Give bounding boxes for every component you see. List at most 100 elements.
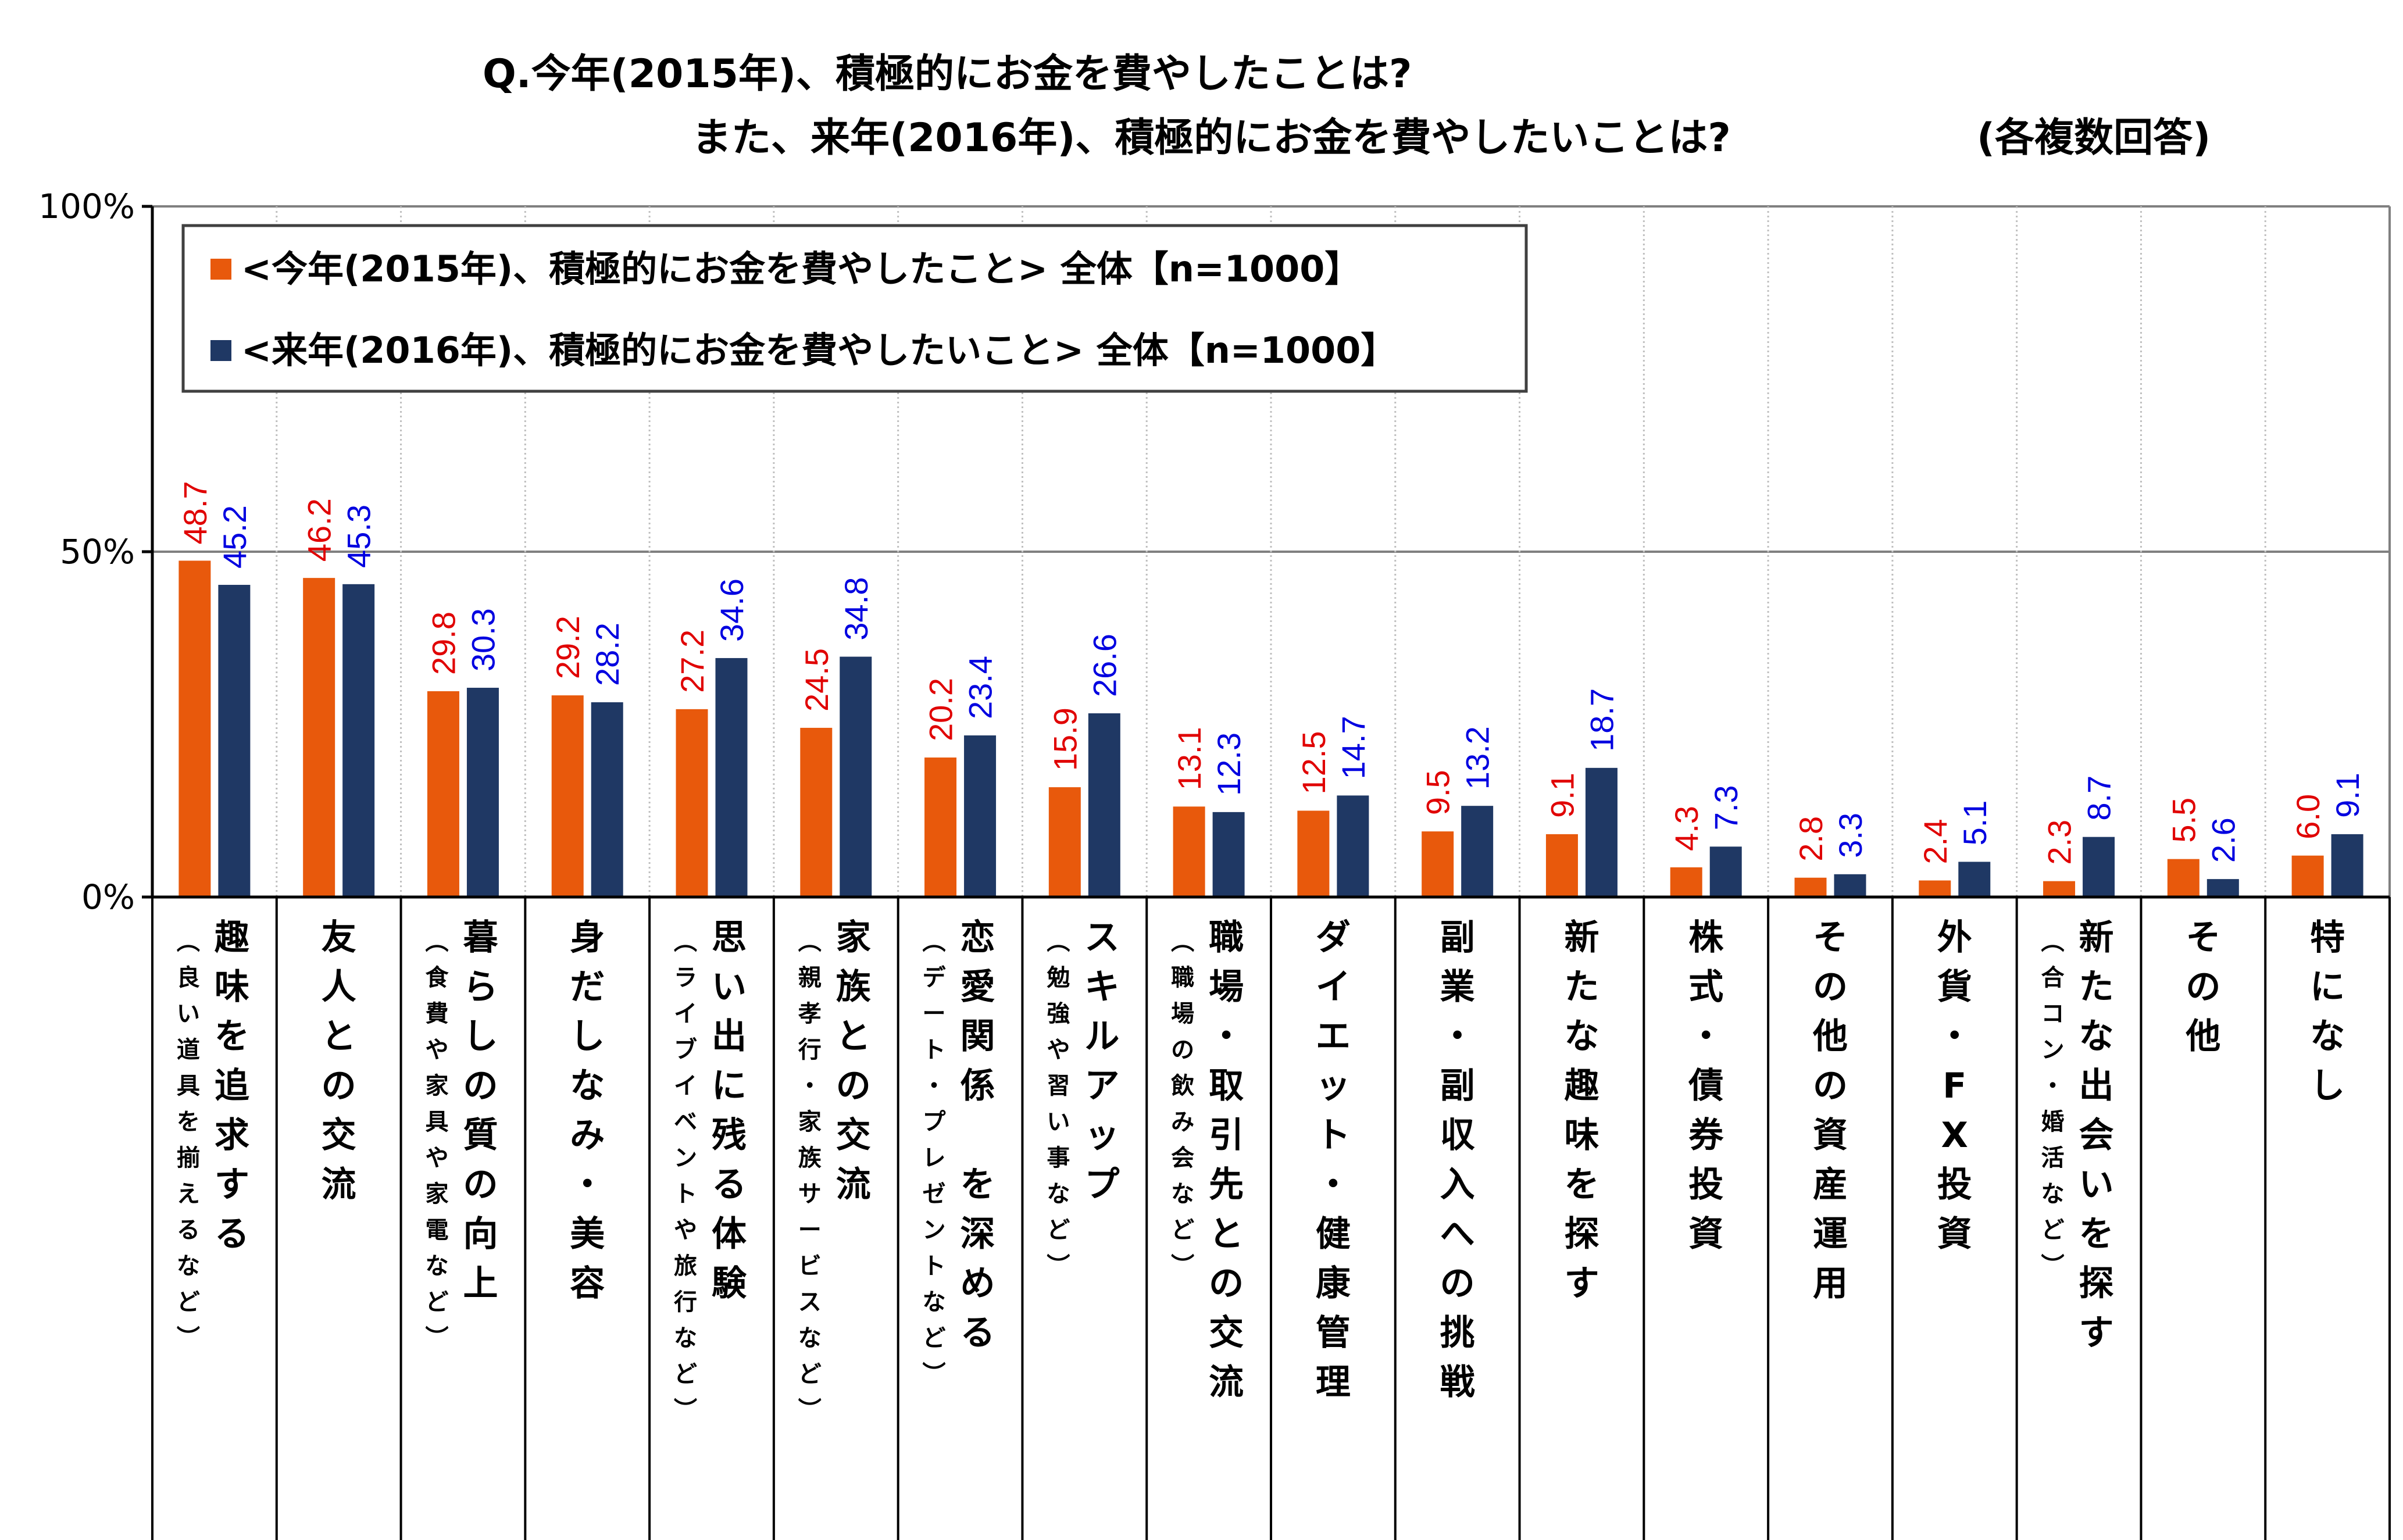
value-label-2016: 8.7 <box>2081 776 2118 821</box>
bar-2015 <box>1794 877 1827 897</box>
bar-2016 <box>1212 812 1245 897</box>
value-label-2015: 29.2 <box>549 616 586 679</box>
category-label: 友人との交流 <box>322 917 356 1205</box>
bar-2015 <box>676 709 708 897</box>
bar-2016 <box>2206 879 2239 897</box>
value-label-2016: 14.7 <box>1335 716 1372 779</box>
value-label-2016: 23.4 <box>962 656 999 719</box>
value-label-2015: 2.3 <box>2041 820 2078 865</box>
value-label-2015: 9.1 <box>1544 773 1580 818</box>
category-sub-label: ︵職場の飲み会など︶ <box>1171 928 1195 1280</box>
bar-2016 <box>218 585 251 897</box>
bar-2016 <box>2331 834 2363 897</box>
bar-2015 <box>2167 859 2200 897</box>
bar-2016 <box>1337 795 1369 897</box>
bar-2015 <box>1545 834 1578 897</box>
bar-2016 <box>1585 767 1618 897</box>
value-label-2015: 12.5 <box>1295 731 1332 795</box>
bar-2015 <box>1048 787 1081 897</box>
category-sub-label: ︵ライブイベントや旅行など︶ <box>674 928 697 1424</box>
category-label: 恋愛関係 を深める <box>961 917 995 1353</box>
category-label: その他の資産運用 <box>1812 917 1848 1304</box>
bar-2016 <box>964 735 997 897</box>
value-label-2015: 5.5 <box>2165 798 2202 843</box>
bar-2015 <box>178 560 211 897</box>
bar-2015 <box>1422 831 1454 897</box>
bar-2016 <box>840 656 872 897</box>
bar-2015 <box>1670 867 1702 897</box>
category-labels: 趣味を追求する ︵良い道具を揃えるなど︶ 友人との交流 暮らしの質の向上 ︵食費や家具や… <box>177 917 2345 1424</box>
bars <box>178 560 2363 897</box>
y-tick-label: 100% <box>38 187 135 226</box>
value-label-2015: 20.2 <box>923 678 959 741</box>
category-label: 家族との交流 <box>836 917 871 1205</box>
category-sub-label: ︵デート・プレゼントなど︶ <box>923 928 946 1388</box>
value-label-2015: 29.8 <box>425 612 462 675</box>
category-label: その他 <box>2185 917 2220 1057</box>
value-label-2016: 26.6 <box>1086 634 1123 697</box>
category-label: 株式・債券投資 <box>1688 917 1724 1255</box>
value-label-2016: 18.7 <box>1583 688 1620 752</box>
value-label-2016: 34.8 <box>838 577 874 641</box>
value-label-2016: 5.1 <box>1956 801 1993 846</box>
value-label-2015: 2.8 <box>1793 816 1829 862</box>
category-label: 新たな出会いを探す <box>2079 917 2114 1353</box>
value-label-2015: 27.2 <box>674 630 710 693</box>
value-label-2016: 2.6 <box>2205 817 2241 863</box>
bar-2015 <box>800 727 833 897</box>
bar-2015 <box>1297 810 1330 897</box>
value-label-2015: 46.2 <box>301 498 338 562</box>
legend: <今年(2015年)、積極的にお金を費やしたこと> 全体【n=1000】 <来年… <box>181 224 1528 393</box>
chart-title-note: (各複数回答) <box>1977 115 2211 161</box>
bar-2015 <box>551 695 584 897</box>
category-sub-label: ︵良い道具を揃えるなど︶ <box>177 928 200 1352</box>
category-sub-label: ︵食費や家具や家電など︶ <box>425 928 449 1352</box>
bar-2016 <box>1958 862 1991 897</box>
bar-2016 <box>466 688 499 897</box>
category-label: 暮らしの質の向上 <box>463 917 498 1304</box>
value-label-2016: 7.3 <box>1708 785 1744 830</box>
value-label-2015: 13.1 <box>1171 727 1208 790</box>
legend-box <box>181 224 1528 393</box>
bar-2015 <box>924 758 957 897</box>
legend-label-2015: <今年(2015年)、積極的にお金を費やしたこと> 全体【n=1000】 <box>241 248 1361 290</box>
value-labels: 48.7 46.2 29.8 29.2 27.2 24.5 20.2 15.9 13.1 12.5… <box>177 481 2366 864</box>
value-label-2016: 34.6 <box>713 578 750 642</box>
grid-lines <box>152 205 2391 897</box>
bar-2016 <box>342 584 375 897</box>
value-label-2015: 2.4 <box>1917 819 1954 864</box>
chart-title-line1: Q.今年(2015年)、積極的にお金を費やしたことは? <box>483 51 1412 97</box>
value-label-2015: 6.0 <box>2290 794 2326 839</box>
category-label: 身だしなみ・美容 <box>570 917 605 1304</box>
legend-swatch-2016 <box>210 340 231 361</box>
bar-2016 <box>1461 806 1494 897</box>
value-label-2016: 45.2 <box>216 505 253 569</box>
bar-2016 <box>1088 713 1120 897</box>
category-label: 思い出に残る体験 <box>712 917 747 1304</box>
value-label-2016: 3.3 <box>1832 813 1869 858</box>
category-label: 特になし <box>2310 917 2345 1106</box>
value-label-2016: 45.3 <box>341 505 377 568</box>
bar-2016 <box>2083 837 2115 897</box>
y-tick-labels: 0% 50% 100% <box>38 187 135 917</box>
bar-2016 <box>715 658 748 897</box>
value-label-2016: 12.3 <box>1211 733 1247 796</box>
value-label-2015: 24.5 <box>798 648 835 712</box>
bar-2015 <box>427 691 459 897</box>
legend-label-2016: <来年(2016年)、積極的にお金を費やしたいこと> 全体【n=1000】 <box>241 329 1397 371</box>
value-label-2016: 30.3 <box>465 608 501 671</box>
bar-2016 <box>1709 846 1742 897</box>
category-label: 趣味を追求する <box>215 917 249 1255</box>
bar-2015 <box>2291 855 2324 897</box>
value-label-2015: 15.9 <box>1047 708 1083 771</box>
bar-2015 <box>1173 806 1205 897</box>
category-label: 外貨・ F X 投資 <box>1937 917 1972 1255</box>
value-label-2015: 9.5 <box>1420 770 1456 815</box>
chart-title-line2: また、来年(2016年)、積極的にお金を費やしたいことは? <box>692 115 1731 161</box>
axes <box>142 205 2391 1540</box>
value-label-2016: 28.2 <box>589 623 626 686</box>
value-label-2015: 4.3 <box>1668 806 1705 851</box>
bar-2015 <box>303 578 335 897</box>
category-label: ダイエット・健康管理 <box>1316 917 1351 1403</box>
